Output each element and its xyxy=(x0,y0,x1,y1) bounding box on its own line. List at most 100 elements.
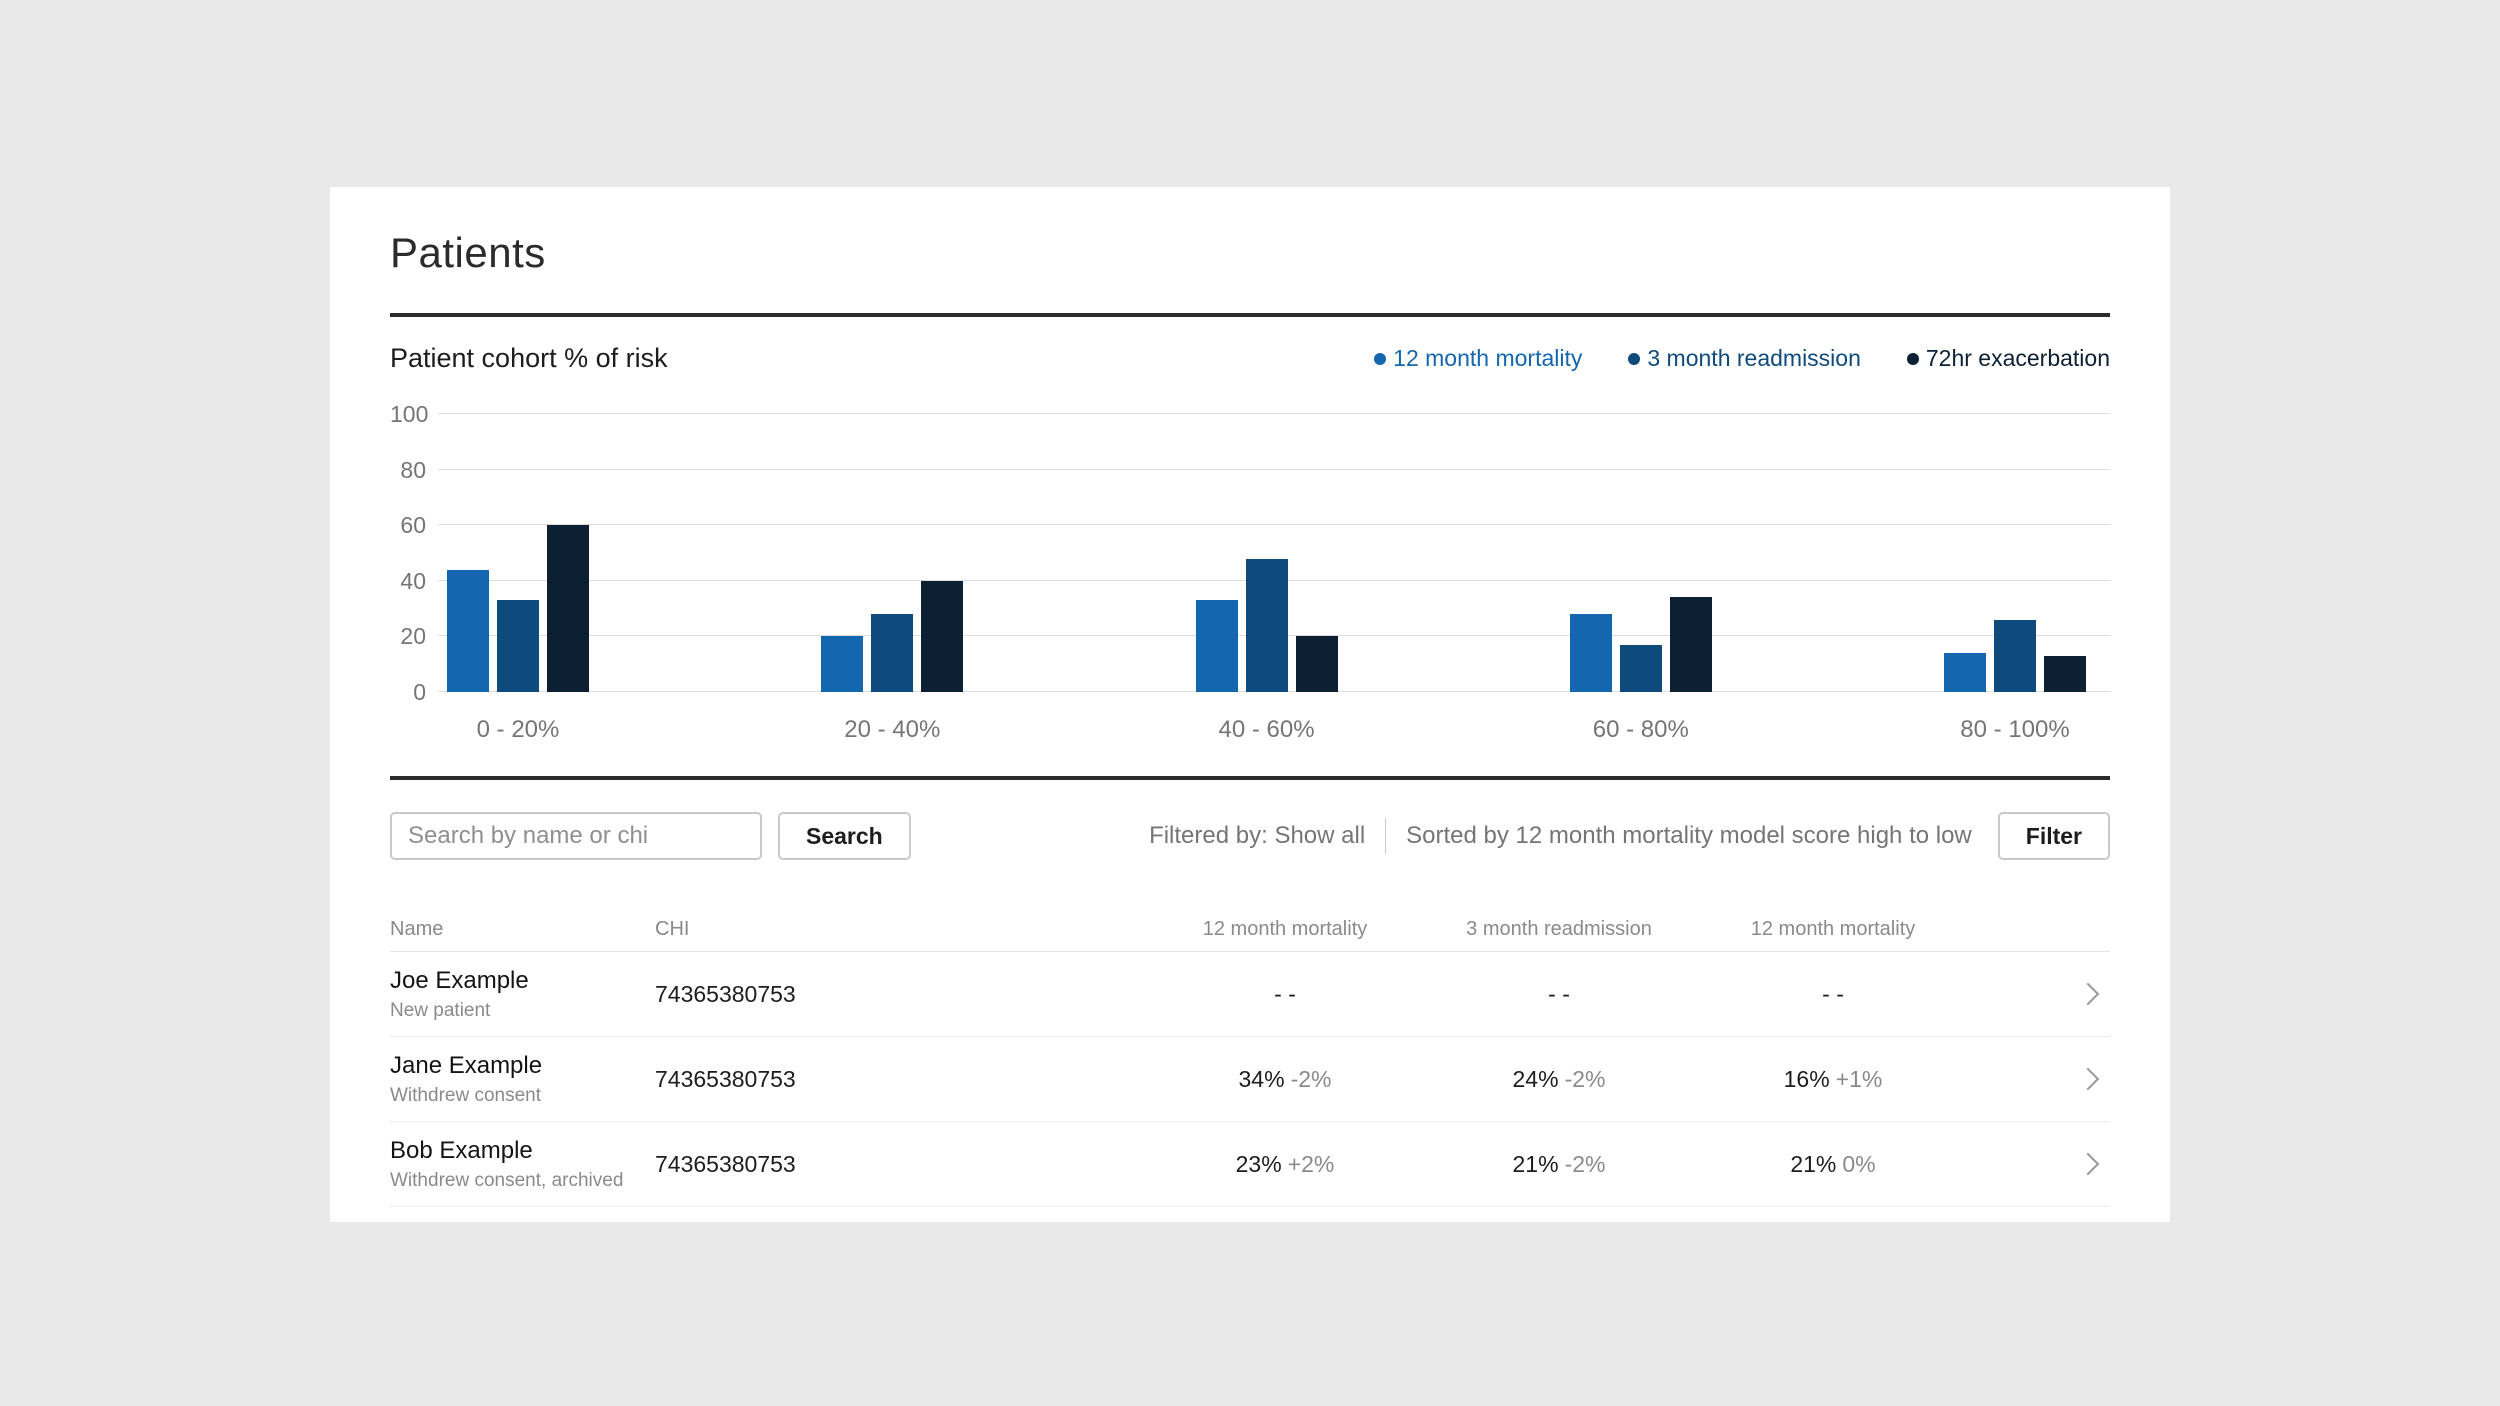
patient-status: Withdrew consent xyxy=(390,1084,542,1106)
score-delta: +1% xyxy=(1835,1065,1883,1092)
patient-rows: Joe Example New patient 74365380753 - - - - -… xyxy=(390,952,2110,1207)
row-chevron-cell xyxy=(1970,1152,2110,1176)
header-12-month-mortality-2: 12 month mortality xyxy=(1750,918,1916,940)
score-cell: 21% 0% xyxy=(1696,1151,1970,1178)
chart-divider xyxy=(390,776,2110,780)
gridline xyxy=(438,468,2110,470)
table-row[interactable]: Joe Example New patient 74365380753 - - - - -… xyxy=(390,952,2110,1037)
page-title: Patients xyxy=(390,229,546,276)
score-value: - - xyxy=(1822,980,1844,1007)
patient-name-cell: Bob Example Withdrew consent, archived xyxy=(390,1137,655,1192)
bar-group xyxy=(821,414,964,692)
filter-button[interactable]: Filter xyxy=(1997,812,2110,860)
score-cell: 21% -2% xyxy=(1422,1151,1696,1178)
filter-divider xyxy=(1385,818,1387,854)
y-axis-tick: 80 xyxy=(400,456,426,483)
score-delta: +2% xyxy=(1287,1150,1335,1177)
chevron-right-icon[interactable] xyxy=(2076,982,2100,1006)
bar-12-month-mortality xyxy=(447,569,489,692)
row-chevron-cell xyxy=(1970,1067,2110,1091)
score-delta: -2% xyxy=(1564,1065,1606,1092)
bar-3-month-readmission xyxy=(1994,619,2036,692)
score-value: 34% xyxy=(1238,1065,1285,1092)
gridline xyxy=(438,413,2110,414)
legend-label: 3 month readmission xyxy=(1647,345,1861,371)
legend-label: 12 month mortality xyxy=(1393,345,1583,371)
search-input[interactable] xyxy=(390,812,762,860)
patient-name: Joe Example xyxy=(390,966,529,994)
bar-72hr-exacerbation xyxy=(547,525,589,692)
table-row[interactable]: Jane Example Withdrew consent 74365380753 3… xyxy=(390,1037,2110,1122)
score-value: - - xyxy=(1548,980,1570,1007)
legend-item-72hr-exacerbation: 72hr exacerbation xyxy=(1906,345,2110,372)
patient-name-cell: Jane Example Withdrew consent xyxy=(390,1052,655,1107)
legend-dot-icon xyxy=(1906,352,1919,365)
score-delta: -2% xyxy=(1290,1065,1332,1092)
table-row[interactable]: Bob Example Withdrew consent, archived 743… xyxy=(390,1122,2110,1207)
bar-3-month-readmission xyxy=(871,614,914,692)
bar-12-month-mortality xyxy=(821,636,864,692)
score-cell: - - xyxy=(1422,981,1696,1008)
patient-name: Bob Example xyxy=(390,1136,533,1164)
filtered-by-label: Filtered by: Show all xyxy=(1149,822,1366,849)
bar-12-month-mortality xyxy=(1569,614,1612,692)
row-chevron-cell xyxy=(1970,982,2110,1006)
patient-status: New patient xyxy=(390,999,491,1021)
bar-group xyxy=(1944,414,2086,692)
chevron-right-icon[interactable] xyxy=(2076,1067,2100,1091)
bar-72hr-exacerbation xyxy=(921,580,964,692)
header-chi: CHI xyxy=(655,918,690,940)
y-axis-tick: 100 xyxy=(390,401,429,427)
score-cell: 34% -2% xyxy=(1148,1066,1422,1093)
y-axis-tick: 40 xyxy=(400,567,426,594)
bar-group xyxy=(447,414,589,692)
sorted-by-label: Sorted by 12 month mortality model score… xyxy=(1406,822,1972,849)
score-value: - - xyxy=(1274,980,1296,1007)
bar-72hr-exacerbation xyxy=(1295,636,1338,692)
legend-label: 72hr exacerbation xyxy=(1925,345,2110,371)
bar-3-month-readmission xyxy=(1619,644,1662,692)
score-cell: 24% -2% xyxy=(1422,1066,1696,1093)
legend-item-12-month-mortality: 12 month mortality xyxy=(1374,345,1582,372)
score-cell: - - xyxy=(1148,981,1422,1008)
score-value: 16% xyxy=(1783,1065,1830,1092)
score-value: 21% xyxy=(1512,1150,1559,1177)
search-button[interactable]: Search xyxy=(778,812,911,860)
bar-12-month-mortality xyxy=(1944,653,1986,692)
y-axis-tick: 60 xyxy=(400,512,426,539)
x-axis-label: 80 - 100% xyxy=(1960,716,2070,743)
score-cell: 23% +2% xyxy=(1148,1151,1422,1178)
chart-title: Patient cohort % of risk xyxy=(390,343,668,373)
x-axis-label: 20 - 40% xyxy=(844,716,941,743)
patient-name-cell: Joe Example New patient xyxy=(390,967,655,1022)
title-divider xyxy=(390,313,2110,317)
header-name: Name xyxy=(390,918,444,940)
bar-group xyxy=(1195,414,1338,692)
patient-name: Jane Example xyxy=(390,1051,543,1079)
header-12-month-mortality: 12 month mortality xyxy=(1202,918,1368,940)
legend-item-3-month-readmission: 3 month readmission xyxy=(1628,345,1861,372)
chevron-right-icon[interactable] xyxy=(2076,1152,2100,1176)
score-value: 23% xyxy=(1235,1150,1282,1177)
score-value: 24% xyxy=(1512,1065,1559,1092)
x-axis-label: 40 - 60% xyxy=(1218,716,1315,743)
patient-chi: 74365380753 xyxy=(655,980,796,1007)
score-delta: 0% xyxy=(1842,1150,1876,1177)
patient-chi: 74365380753 xyxy=(655,1065,796,1092)
score-cell: 16% +1% xyxy=(1696,1066,1970,1093)
bar-3-month-readmission xyxy=(497,600,539,692)
x-axis-label: 0 - 20% xyxy=(476,716,560,743)
bar-72hr-exacerbation xyxy=(1669,597,1712,692)
chart-xlabels: 0 - 20% 20 - 40% 40 - 60% 60 - 80% 80 - 100% xyxy=(438,716,2110,744)
bar-group xyxy=(1569,414,1712,692)
legend-dot-icon xyxy=(1628,352,1641,365)
gridline xyxy=(438,524,2110,526)
y-axis-tick: 20 xyxy=(400,623,426,650)
chart-plot: 0 20 40 60 80 100 xyxy=(390,401,2110,705)
legend-dot-icon xyxy=(1374,352,1387,365)
header-3-month-readmission: 3 month readmission xyxy=(1466,918,1652,940)
score-delta: -2% xyxy=(1564,1150,1606,1177)
bar-3-month-readmission xyxy=(1245,558,1288,692)
score-cell: - - xyxy=(1696,981,1970,1008)
x-axis-label: 60 - 80% xyxy=(1592,716,1689,743)
